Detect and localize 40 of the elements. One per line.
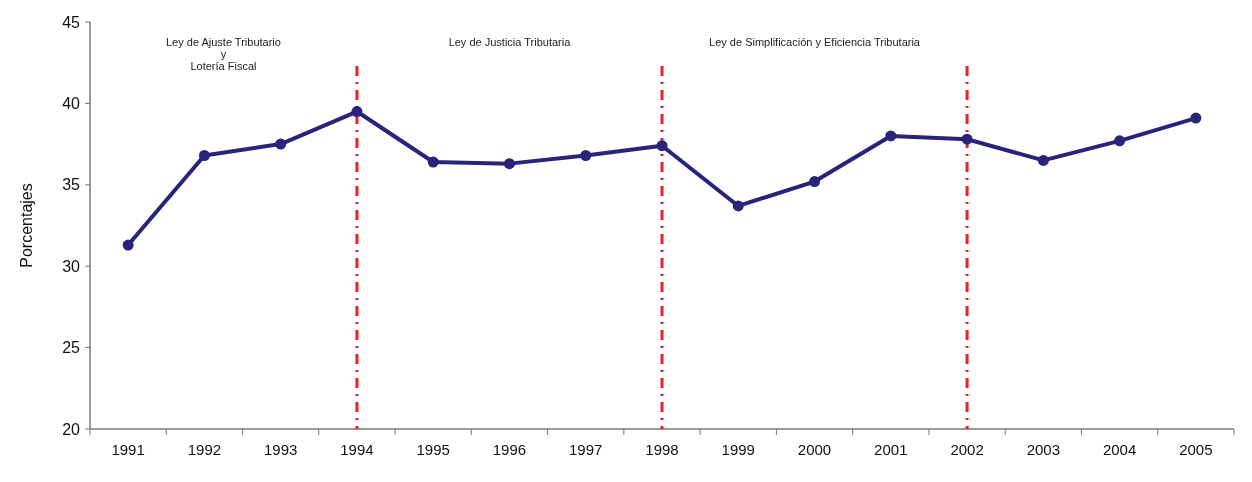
annotation: Ley de Ajuste Tributario y Lotería Fiscal xyxy=(165,36,281,72)
x-tick-label: 2003 xyxy=(1026,441,1061,458)
point xyxy=(961,133,973,145)
x-tick-label: 2004 xyxy=(1102,441,1137,458)
x-tick-label: 1995 xyxy=(416,441,450,458)
point xyxy=(122,239,134,251)
x-tick-label: 1997 xyxy=(569,441,603,458)
point xyxy=(809,176,821,188)
y-tick-label: 20 xyxy=(62,420,81,438)
y-tick-label: 35 xyxy=(62,176,81,194)
point xyxy=(580,150,592,161)
annotation: Ley de Simplificación y Eficiencia Tributaria xyxy=(709,36,921,48)
x-tick-label: 2005 xyxy=(1179,441,1213,458)
y-tick-label: 25 xyxy=(62,339,81,357)
x-tick-label: 1992 xyxy=(187,441,222,458)
point xyxy=(885,130,897,142)
point xyxy=(732,200,744,212)
x-tick-label: 1998 xyxy=(645,441,679,458)
x-tick-label: 1994 xyxy=(340,441,374,458)
point xyxy=(351,106,363,118)
point xyxy=(1114,135,1126,147)
x-tick-label: 1991 xyxy=(111,441,145,458)
x-tick-label: 2001 xyxy=(874,441,908,458)
point xyxy=(198,150,210,161)
point xyxy=(1190,112,1202,124)
point xyxy=(503,158,515,170)
y-tick-label: 40 xyxy=(62,95,81,112)
point xyxy=(427,156,439,168)
x-tick-label: 2002 xyxy=(950,441,984,458)
point xyxy=(656,140,668,152)
point xyxy=(275,138,287,150)
y-axis-title: Porcentajes xyxy=(18,183,35,268)
x-tick-label: 1993 xyxy=(263,441,298,458)
annotation: Ley de Justicia Tributaria xyxy=(448,36,572,48)
y-tick-label: 30 xyxy=(62,257,81,275)
x-tick-label: 1996 xyxy=(492,441,527,458)
x-tick-label: 1999 xyxy=(721,441,755,458)
x-tick-label: 2000 xyxy=(797,441,832,458)
point xyxy=(1037,154,1049,166)
y-tick-label: 45 xyxy=(62,13,81,31)
